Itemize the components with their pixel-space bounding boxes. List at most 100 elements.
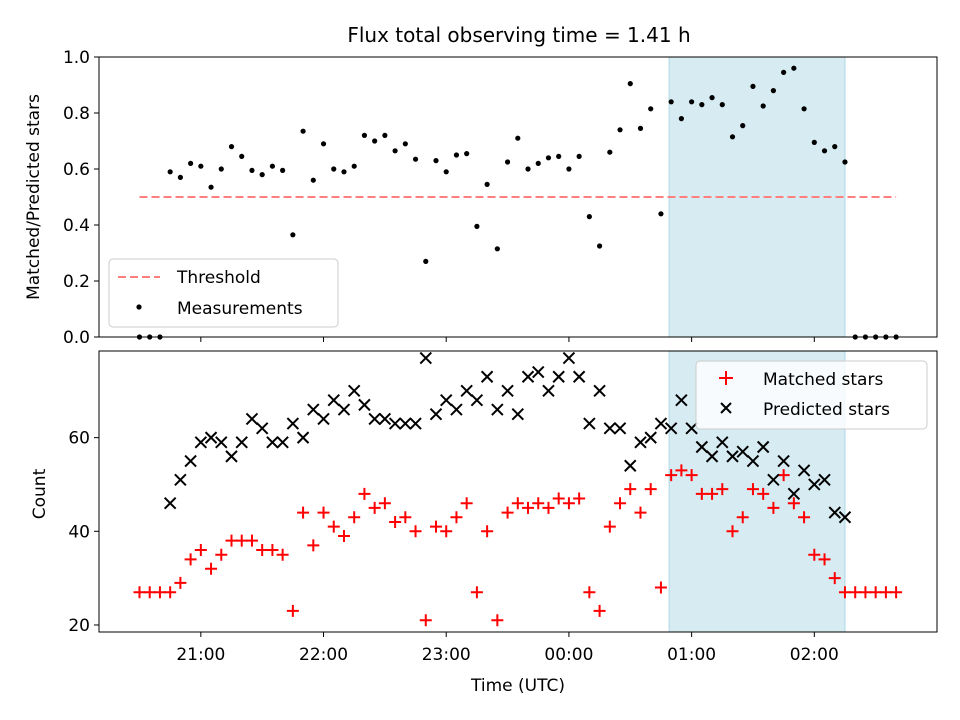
predicted-star-marker xyxy=(552,370,565,383)
matched-star-marker xyxy=(460,497,473,510)
top-y-tick-label: 0.2 xyxy=(63,272,90,292)
x-tick-label: 00:00 xyxy=(544,645,593,665)
predicted-star-marker xyxy=(450,403,463,416)
bottom-axes-frame xyxy=(98,350,938,633)
predicted-star-marker xyxy=(235,436,248,449)
predicted-star-marker xyxy=(266,436,279,449)
predicted-star-marker xyxy=(409,417,422,430)
legend-matched-swatch xyxy=(719,371,733,385)
matched-star-marker xyxy=(419,614,432,627)
matched-star-marker xyxy=(828,572,841,585)
matched-star-marker xyxy=(153,586,166,599)
matched-star-marker xyxy=(409,525,422,538)
predicted-star-marker xyxy=(194,436,208,449)
measurement-point xyxy=(648,106,654,112)
bottom-y-tick-label: 60 xyxy=(68,429,90,449)
measurement-point xyxy=(627,81,633,87)
predicted-star-marker xyxy=(358,398,371,412)
measurement-point xyxy=(740,123,746,129)
predicted-star-marker xyxy=(654,417,668,430)
matched-stars-series xyxy=(133,464,903,627)
predicted-star-marker xyxy=(255,422,269,435)
matched-star-marker xyxy=(491,614,504,627)
measurement-point xyxy=(188,160,194,166)
matched-star-marker xyxy=(624,483,637,496)
matched-star-marker xyxy=(849,586,862,599)
matched-star-marker xyxy=(777,469,790,482)
predicted-star-marker xyxy=(777,454,790,468)
measurement-point xyxy=(198,163,204,169)
top-panel: 0.0 0.2 0.4 0.6 0.8 1.0 Matched/Predicted sta… xyxy=(24,48,938,348)
measurement-point xyxy=(678,116,684,122)
matched-star-marker xyxy=(665,469,678,482)
matched-star-marker xyxy=(573,492,586,505)
matched-star-marker xyxy=(337,529,350,542)
measurement-point xyxy=(658,211,664,217)
predicted-star-marker xyxy=(828,506,841,519)
x-tick-label: 21:00 xyxy=(176,645,225,665)
matched-star-marker xyxy=(358,487,371,500)
matched-star-marker xyxy=(818,553,831,566)
predicted-star-marker xyxy=(245,412,259,426)
measurement-point xyxy=(709,95,715,101)
matched-star-marker xyxy=(143,586,156,599)
predicted-star-marker xyxy=(634,436,647,449)
chart-title: Flux total observing time = 1.41 h xyxy=(347,23,690,47)
predicted-star-marker xyxy=(204,431,218,444)
matched-star-marker xyxy=(215,548,228,561)
measurement-point xyxy=(280,167,286,173)
matched-star-marker xyxy=(869,586,882,599)
measurement-point xyxy=(443,169,449,175)
matched-star-marker xyxy=(695,487,708,500)
predicted-star-marker xyxy=(716,436,729,449)
measurement-point xyxy=(474,223,480,229)
measurement-point xyxy=(269,163,276,169)
matched-star-marker xyxy=(481,525,494,538)
measurement-point xyxy=(750,83,756,89)
matched-star-marker xyxy=(317,506,330,519)
predicted-star-marker xyxy=(317,412,330,426)
measurement-point xyxy=(412,156,419,162)
measurement-point xyxy=(566,166,572,172)
measurement-point xyxy=(535,160,541,166)
measurement-point xyxy=(596,243,603,249)
measurement-point xyxy=(637,125,644,131)
measurement-point xyxy=(781,69,787,75)
measurement-point xyxy=(300,128,306,134)
matched-star-marker xyxy=(879,586,892,599)
measurement-point xyxy=(719,102,725,108)
measurement-point xyxy=(361,132,368,138)
matched-star-marker xyxy=(798,511,811,524)
top-y-tick-label: 0.4 xyxy=(63,216,90,236)
measurement-point xyxy=(770,88,777,94)
predicted-star-marker xyxy=(746,454,760,468)
matched-star-marker xyxy=(286,604,299,617)
matched-star-marker xyxy=(562,497,575,510)
measurement-point xyxy=(668,99,674,105)
matched-star-marker xyxy=(644,483,657,496)
measurement-point xyxy=(842,159,848,165)
top-x-ticks xyxy=(200,337,815,342)
measurement-point xyxy=(433,158,439,164)
predicted-star-marker xyxy=(838,511,852,524)
measurement-point xyxy=(310,177,316,183)
measurement-point xyxy=(821,148,828,154)
predicted-star-marker xyxy=(562,351,576,365)
predicted-star-marker xyxy=(399,417,412,430)
measurement-point xyxy=(259,172,265,178)
matched-star-marker xyxy=(757,487,770,500)
measurement-point xyxy=(341,169,347,175)
measurement-point xyxy=(729,134,736,140)
measurement-point xyxy=(699,102,705,108)
matched-star-marker xyxy=(225,534,238,547)
legend-predicted-swatch xyxy=(720,402,732,414)
predicted-star-marker xyxy=(429,408,443,421)
bottom-legend: Matched stars Predicted stars xyxy=(695,360,928,430)
matched-star-marker xyxy=(235,534,248,547)
matched-star-marker xyxy=(542,501,555,514)
top-legend-box xyxy=(108,258,339,328)
matched-star-marker xyxy=(767,501,780,514)
bottom-y-axis-label: Count xyxy=(30,468,50,519)
measurement-point xyxy=(290,232,296,238)
measurement-point xyxy=(607,149,613,155)
